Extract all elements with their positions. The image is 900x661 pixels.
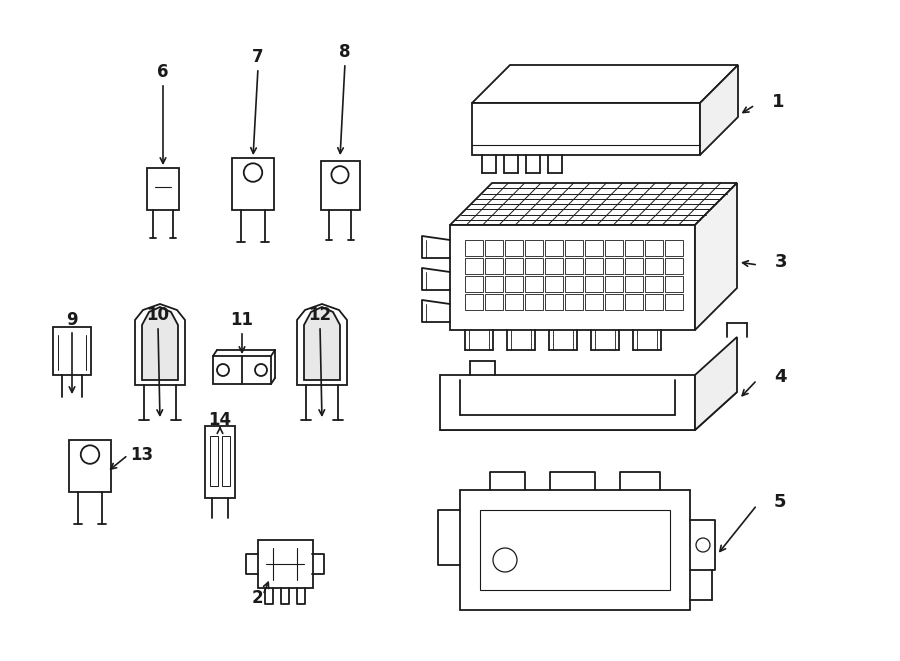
Bar — [585, 276, 603, 292]
Bar — [565, 258, 583, 274]
Bar — [505, 240, 523, 256]
Bar — [625, 276, 643, 292]
Bar — [465, 258, 483, 274]
Bar — [465, 294, 483, 310]
Text: 6: 6 — [158, 63, 169, 81]
Bar — [545, 294, 563, 310]
Bar — [625, 294, 643, 310]
Bar — [565, 294, 583, 310]
Bar — [665, 240, 683, 256]
Circle shape — [255, 364, 267, 376]
Bar — [565, 276, 583, 292]
Bar — [605, 276, 623, 292]
Polygon shape — [472, 103, 700, 155]
Bar — [53, 327, 91, 375]
Bar — [232, 158, 274, 210]
Bar — [485, 240, 503, 256]
Polygon shape — [135, 304, 185, 385]
Circle shape — [331, 166, 348, 183]
Bar — [222, 436, 230, 486]
Bar — [585, 294, 603, 310]
Polygon shape — [142, 307, 178, 380]
Bar — [565, 240, 583, 256]
Text: 7: 7 — [252, 48, 264, 66]
Polygon shape — [695, 337, 737, 430]
Text: 14: 14 — [209, 411, 231, 429]
Bar — [69, 440, 111, 492]
Bar — [505, 276, 523, 292]
Polygon shape — [472, 65, 738, 103]
Bar — [205, 426, 235, 498]
Circle shape — [493, 548, 517, 572]
Bar — [258, 540, 313, 588]
Bar — [485, 276, 503, 292]
Bar — [147, 168, 179, 210]
Bar — [525, 240, 543, 256]
Bar — [525, 258, 543, 274]
Bar — [665, 258, 683, 274]
Polygon shape — [297, 304, 347, 385]
Bar — [665, 276, 683, 292]
Bar — [460, 490, 690, 610]
Polygon shape — [440, 375, 695, 430]
Bar — [545, 240, 563, 256]
Bar — [645, 276, 663, 292]
Bar — [485, 258, 503, 274]
Bar — [321, 161, 360, 210]
Text: 13: 13 — [130, 446, 153, 464]
Circle shape — [696, 538, 710, 552]
Bar — [465, 240, 483, 256]
Bar — [645, 258, 663, 274]
Bar — [585, 240, 603, 256]
Bar — [480, 510, 670, 590]
Bar — [545, 258, 563, 274]
Bar — [505, 258, 523, 274]
Circle shape — [217, 364, 229, 376]
Bar — [210, 436, 218, 486]
Bar — [505, 294, 523, 310]
Bar — [665, 294, 683, 310]
Bar — [525, 294, 543, 310]
Polygon shape — [700, 65, 738, 155]
Bar — [545, 276, 563, 292]
Bar — [605, 258, 623, 274]
Polygon shape — [304, 307, 340, 380]
Text: 9: 9 — [67, 311, 77, 329]
Circle shape — [81, 446, 99, 464]
Bar — [485, 294, 503, 310]
Bar — [525, 276, 543, 292]
Bar — [213, 356, 271, 384]
Polygon shape — [450, 225, 695, 330]
Circle shape — [244, 163, 262, 182]
Bar — [625, 240, 643, 256]
Bar — [605, 294, 623, 310]
Text: 12: 12 — [309, 306, 331, 324]
Text: 1: 1 — [772, 93, 785, 111]
Text: 10: 10 — [147, 306, 169, 324]
Text: 8: 8 — [339, 43, 351, 61]
Polygon shape — [440, 392, 737, 430]
Text: 2: 2 — [251, 589, 263, 607]
Text: 3: 3 — [775, 253, 788, 271]
Polygon shape — [695, 183, 737, 330]
Bar — [605, 240, 623, 256]
Text: 11: 11 — [230, 311, 254, 329]
Bar — [585, 258, 603, 274]
Polygon shape — [450, 183, 737, 225]
Bar — [465, 276, 483, 292]
Text: 4: 4 — [774, 368, 787, 386]
Bar — [625, 258, 643, 274]
Text: 5: 5 — [774, 493, 787, 511]
Bar — [645, 294, 663, 310]
Bar — [645, 240, 663, 256]
